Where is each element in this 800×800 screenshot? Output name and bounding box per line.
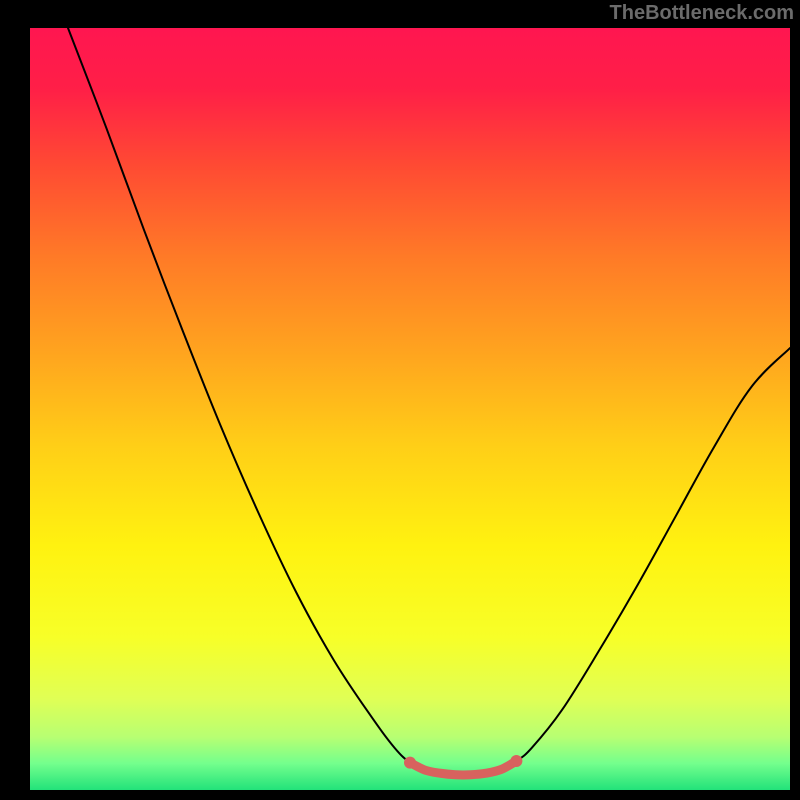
optimal-range-end-marker [510,755,522,767]
chart-frame: TheBottleneck.com [0,0,800,800]
optimal-range-start-marker [404,757,416,769]
bottleneck-chart [0,0,800,800]
plot-area [30,28,790,790]
watermark-text: TheBottleneck.com [610,2,794,25]
